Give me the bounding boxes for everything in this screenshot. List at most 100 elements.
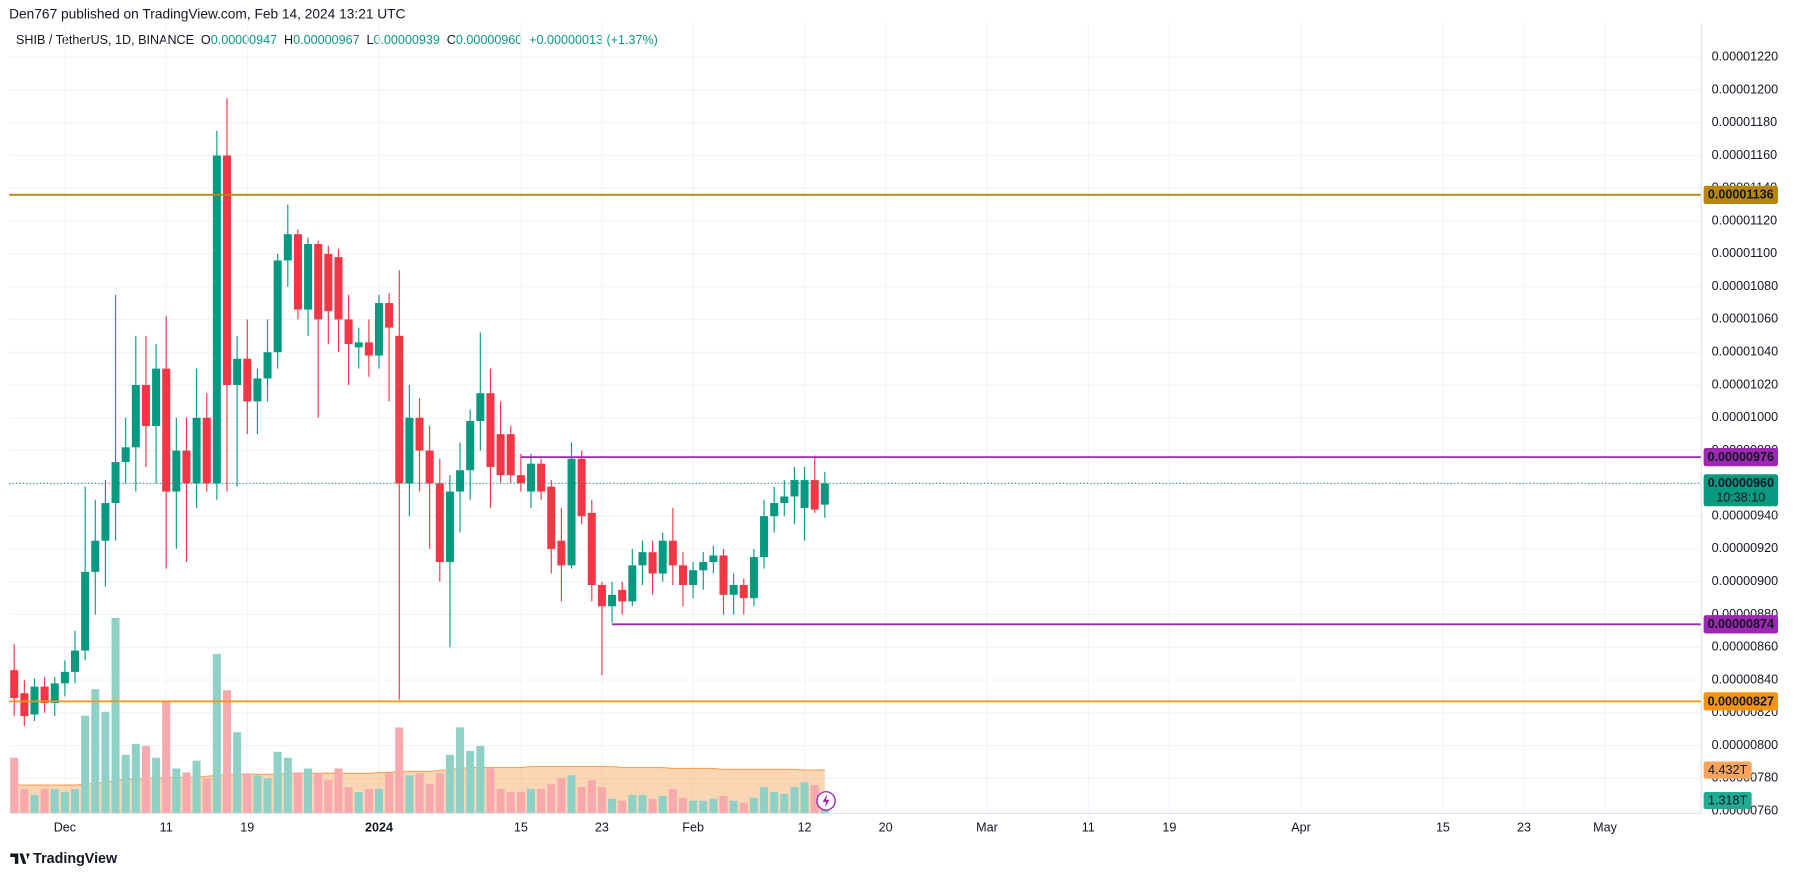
x-tick-label: 12 <box>798 821 812 835</box>
volume-bar <box>689 800 698 814</box>
candle-body <box>233 358 242 385</box>
volume-bar <box>800 782 809 814</box>
candle-body <box>40 686 49 704</box>
level-label-box <box>1703 615 1778 634</box>
candle-body <box>202 417 211 484</box>
volume-bar <box>516 791 525 814</box>
x-tick-label: Mar <box>976 821 998 835</box>
candle-body <box>587 512 596 585</box>
candle-body <box>547 486 556 549</box>
volume-bar <box>638 794 647 814</box>
volume-bar <box>405 775 414 814</box>
volume-bar <box>91 689 100 814</box>
volume-ma-label: 4.432T <box>1708 763 1747 777</box>
volume-bar <box>283 757 292 814</box>
y-tick-label: 0.00001120 <box>1712 213 1778 227</box>
volume-bar <box>526 789 535 814</box>
candle-body <box>314 244 323 320</box>
y-tick-label: 0.00000860 <box>1712 640 1778 654</box>
volume-bar <box>435 773 444 814</box>
candle-body <box>253 378 262 402</box>
candle-body <box>405 417 414 484</box>
candle-body <box>141 384 150 426</box>
volume-bar <box>466 750 475 814</box>
level-label-box <box>1703 185 1778 205</box>
y-tick-label: 0.00001180 <box>1712 115 1778 129</box>
volume-bar <box>202 778 211 814</box>
candle-body <box>709 555 718 563</box>
candle-body <box>476 393 485 422</box>
volume-bar <box>506 791 515 814</box>
x-tick-label: 19 <box>1162 821 1176 835</box>
candle-body <box>111 462 120 504</box>
candle-body <box>456 470 465 492</box>
volume-bar <box>456 727 465 814</box>
candle-body <box>800 480 809 508</box>
volume-bar <box>172 768 181 814</box>
x-tick-label: Dec <box>54 821 76 835</box>
volume-bar <box>547 784 556 814</box>
x-tick-label: 15 <box>514 821 528 835</box>
countdown: 10:38:10 <box>1716 491 1765 505</box>
alert-icon-bolt <box>822 794 830 808</box>
candle-body <box>415 417 424 451</box>
candle-body <box>344 319 353 345</box>
y-tick-label: 0.00001060 <box>1712 312 1778 326</box>
candle-body <box>334 257 343 320</box>
y-tick-label: 0.00001000 <box>1712 410 1778 424</box>
candle-body <box>10 670 19 699</box>
candle-body <box>374 303 384 356</box>
candle-body <box>668 540 677 566</box>
level-label: 0.00000976 <box>1708 450 1774 464</box>
y-tick-label: 0.00001220 <box>1712 49 1778 63</box>
volume-bar <box>385 773 394 814</box>
volume-bar <box>699 800 708 814</box>
candle-body <box>496 434 505 476</box>
x-tick-label: 15 <box>1436 821 1450 835</box>
x-tick-label: 11 <box>1082 821 1095 835</box>
volume-bar <box>628 794 637 814</box>
logo-mark <box>10 853 30 864</box>
volume-bar <box>243 773 252 814</box>
volume-bar <box>344 787 353 814</box>
candle-body <box>162 368 171 492</box>
symbol: SHIB / TetherUS, 1D, BINANCE <box>16 34 194 48</box>
volume-bar <box>141 745 150 814</box>
candle-body <box>628 565 637 602</box>
candle-body <box>719 555 728 595</box>
y-tick-label: 0.00000840 <box>1712 672 1778 686</box>
x-tick-label: 23 <box>595 821 609 835</box>
candle-body <box>91 540 100 572</box>
candle-body <box>820 483 829 505</box>
volume-bar <box>770 791 779 814</box>
footer-brand: TradingView <box>33 851 118 867</box>
volume-bar <box>60 791 69 814</box>
candle-body <box>466 421 475 471</box>
volume-bar <box>152 757 161 814</box>
ohlc-value: 0.00000967 <box>293 34 359 48</box>
candle-body <box>81 571 90 651</box>
y-tick-label: 0.00001200 <box>1712 82 1778 96</box>
volume-bar <box>618 800 627 814</box>
candle-body <box>729 584 738 595</box>
volume-bar <box>577 787 586 814</box>
volume-bar <box>263 778 272 814</box>
volume-bar <box>567 775 576 814</box>
volume-bar <box>30 794 39 814</box>
candle-body <box>506 434 515 476</box>
candle-body <box>131 384 140 448</box>
candle-body <box>293 234 302 310</box>
volume-bar <box>324 780 333 814</box>
volume-label-box <box>1703 792 1752 810</box>
volume-bar <box>233 732 242 814</box>
candle-body <box>760 516 769 558</box>
ohlc-value: 0.00000947 <box>211 34 277 48</box>
volume-bar <box>608 798 617 814</box>
candle-body <box>283 234 292 261</box>
candle-body <box>212 155 221 484</box>
candle-body <box>50 683 59 704</box>
price-label: 0.00000960 <box>1708 476 1774 490</box>
volume-bar <box>587 780 596 814</box>
